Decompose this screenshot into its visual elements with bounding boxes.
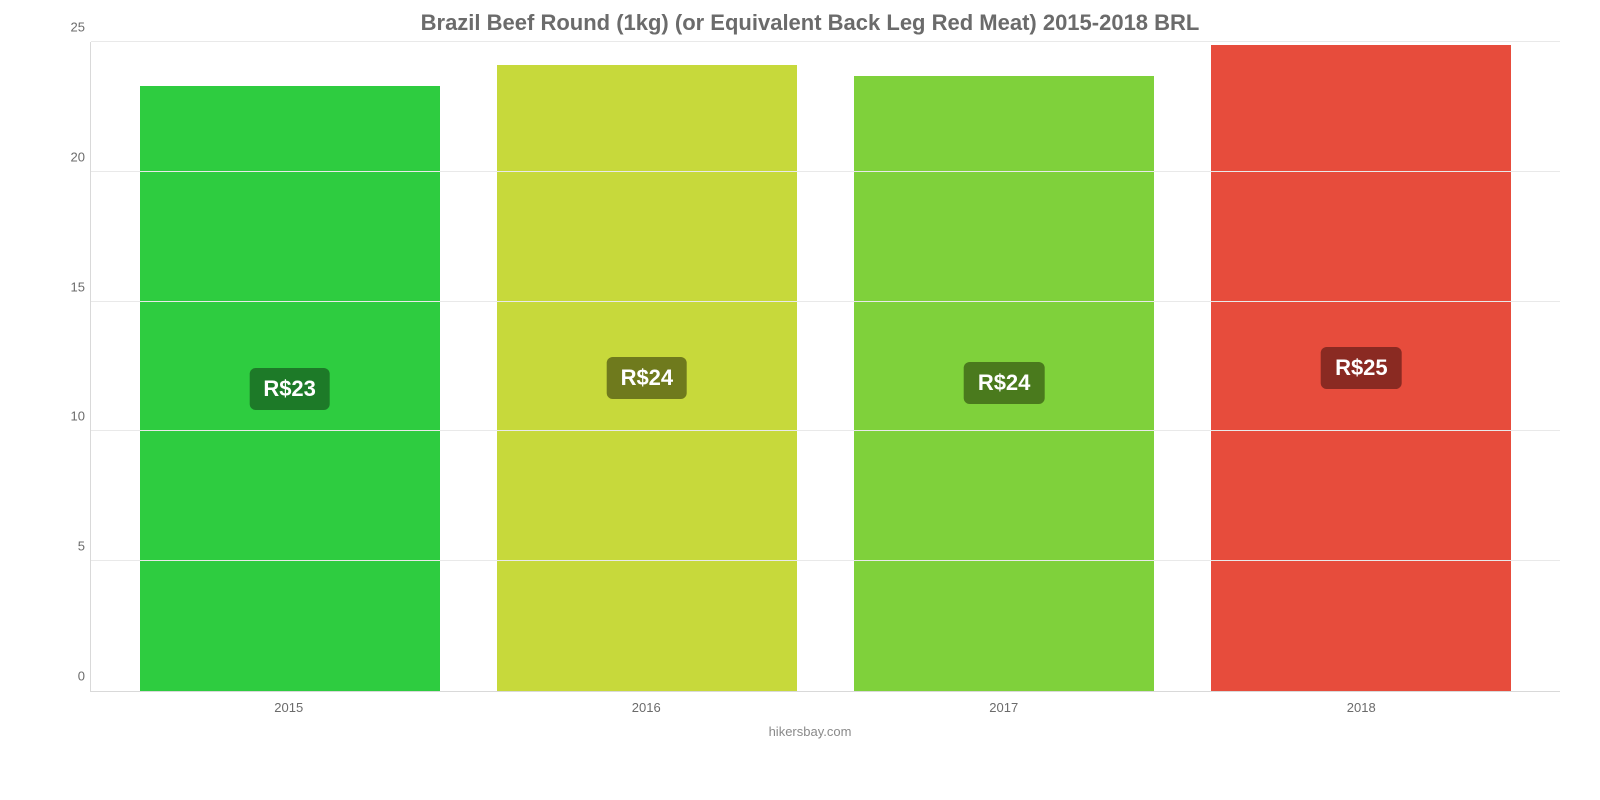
grid-area: R$23R$24R$24R$25 0510152025 (90, 42, 1560, 692)
y-tick-label: 15 (61, 279, 85, 294)
gridline (91, 430, 1560, 431)
y-tick-label: 20 (61, 149, 85, 164)
y-tick-label: 10 (61, 409, 85, 424)
y-tick-label: 25 (61, 20, 85, 35)
bar: R$23 (140, 86, 440, 691)
y-tick-label: 5 (61, 539, 85, 554)
gridline (91, 301, 1560, 302)
chart-title: Brazil Beef Round (1kg) (or Equivalent B… (60, 10, 1560, 36)
bar-slot: R$25 (1183, 42, 1540, 691)
gridline (91, 560, 1560, 561)
bar-slot: R$23 (111, 42, 468, 691)
bars-group: R$23 R$24 R$24 R$25 (91, 42, 1560, 691)
bar-value-label: R$24 (964, 362, 1045, 404)
bar-value-label: R$23 (249, 368, 330, 410)
bar: R$25 (1211, 45, 1511, 691)
bar: R$24 (854, 76, 1154, 691)
bar-slot: R$24 (826, 42, 1183, 691)
plot-area: R$23R$24R$24R$25 0510152025 201520162017… (60, 42, 1560, 722)
source-label: hikersbay.com (60, 724, 1560, 739)
x-tick-label: 2017 (825, 694, 1183, 722)
x-tick-label: 2018 (1183, 694, 1541, 722)
bar-value-label: R$25 (1321, 347, 1402, 389)
bar: R$24 (497, 65, 797, 691)
x-axis-labels: 2015201620172018 (90, 694, 1560, 722)
y-tick-label: 0 (61, 669, 85, 684)
chart-container: Brazil Beef Round (1kg) (or Equivalent B… (0, 0, 1600, 800)
x-tick-label: 2016 (468, 694, 826, 722)
bar-value-label: R$24 (607, 357, 688, 399)
gridline (91, 171, 1560, 172)
bar-slot: R$24 (468, 42, 825, 691)
x-tick-label: 2015 (110, 694, 468, 722)
gridline (91, 41, 1560, 42)
